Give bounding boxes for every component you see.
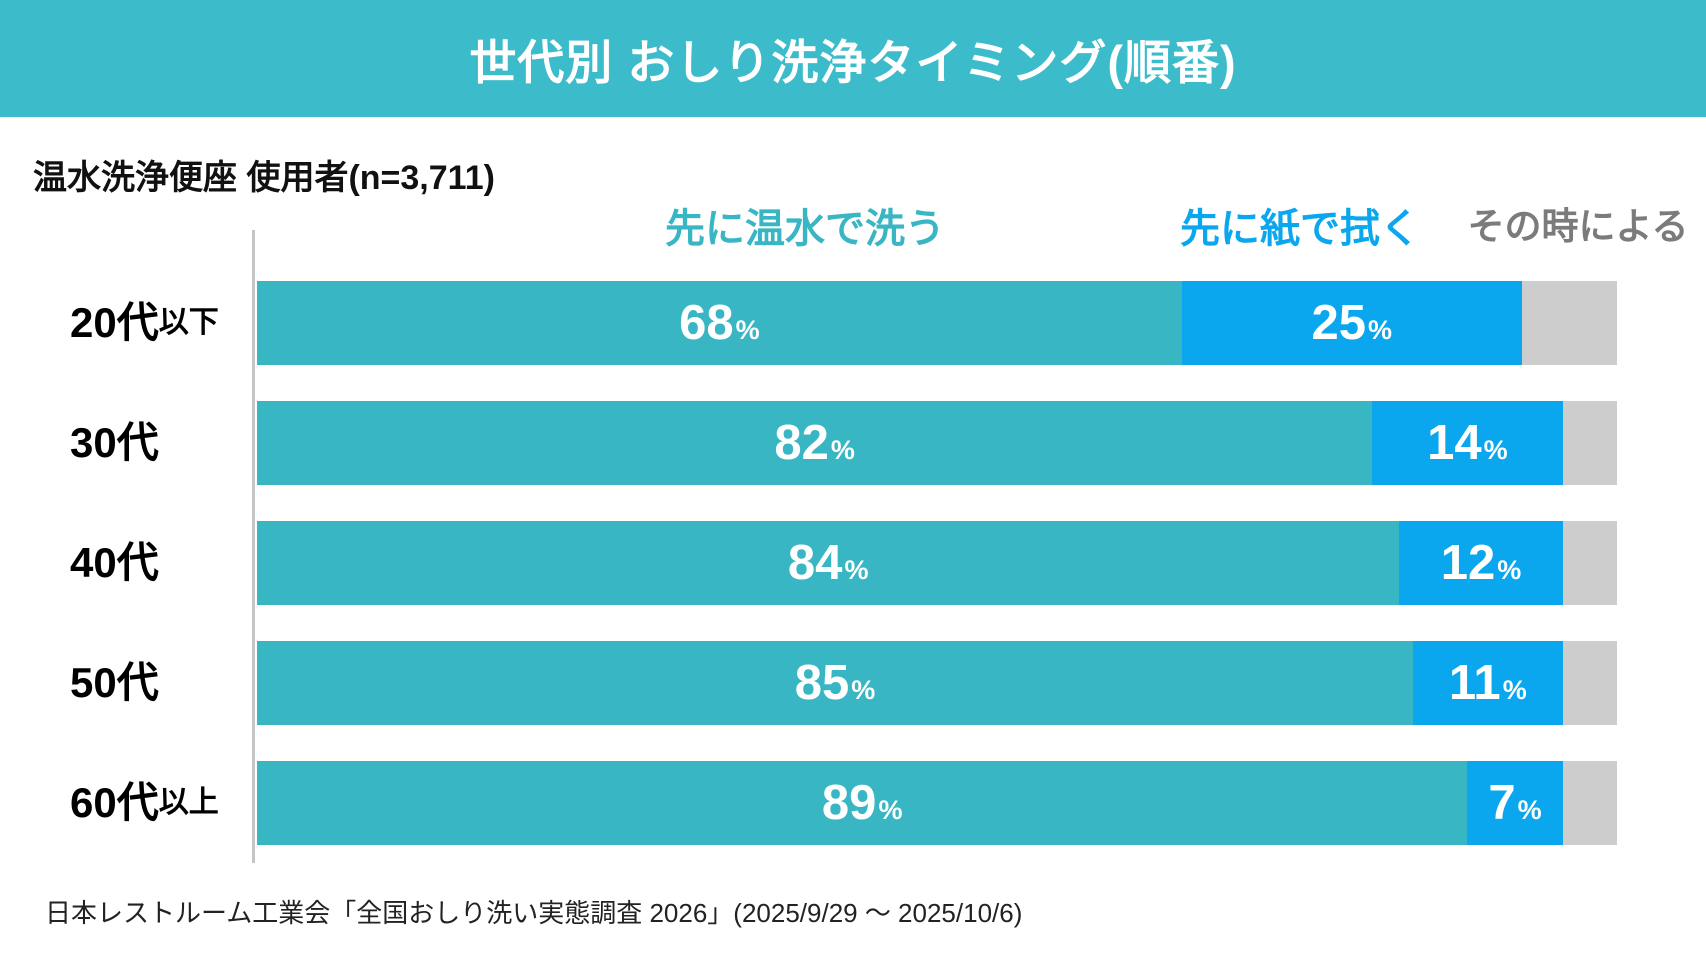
value-label: 25% <box>1311 295 1393 350</box>
category-label: 60代 以上 <box>0 761 257 845</box>
value-unit: % <box>851 674 876 705</box>
value-number: 11 <box>1448 655 1501 710</box>
segment-paper-first: 14% <box>1372 401 1563 485</box>
legend-paper-first: 先に紙で拭く <box>1180 207 1420 251</box>
bar-row-30s: 30代 82% 14% <box>0 401 1617 485</box>
segment-depends <box>1562 761 1617 845</box>
value-label: 12% <box>1440 535 1522 590</box>
value-number: 89 <box>821 775 877 830</box>
value-unit: % <box>735 314 760 345</box>
sample-size-note: 温水洗浄便座 使用者(n=3,711) <box>33 159 495 197</box>
segment-depends <box>1562 641 1617 725</box>
value-unit: % <box>1483 434 1508 465</box>
value-number: 68 <box>679 295 734 350</box>
value-label: 11% <box>1448 655 1527 710</box>
value-number: 7 <box>1488 775 1516 830</box>
category-main: 40代 <box>70 539 159 586</box>
value-unit: % <box>1497 554 1522 585</box>
value-unit: % <box>830 434 855 465</box>
stacked-bar: 84% 12% <box>257 521 1617 605</box>
segment-wash-first: 89% <box>257 761 1468 845</box>
value-unit: % <box>878 794 903 825</box>
value-label: 68% <box>679 295 760 350</box>
value-number: 12 <box>1440 535 1496 590</box>
title-band: 世代別 おしり洗浄タイミング(順番) <box>0 0 1706 117</box>
segment-paper-first: 12% <box>1399 521 1563 605</box>
category-main: 20代 <box>70 299 159 346</box>
legend-wash-first: 先に温水で洗う <box>665 207 945 251</box>
segment-wash-first: 84% <box>257 521 1400 605</box>
stacked-bar: 89% 7% <box>257 761 1617 845</box>
legend-depends: その時による <box>1467 206 1689 247</box>
segment-wash-first: 68% <box>257 281 1182 365</box>
value-number: 25 <box>1311 295 1367 350</box>
category-label: 50代 <box>0 641 257 725</box>
value-label: 89% <box>821 775 903 830</box>
category-main: 60代 <box>70 779 159 826</box>
bar-row-50s: 50代 85% 11% <box>0 641 1617 725</box>
category-main: 50代 <box>70 659 159 706</box>
bar-row-60s-over: 60代 以上 89% 7% <box>0 761 1617 845</box>
segment-depends <box>1562 401 1617 485</box>
value-number: 82 <box>774 415 829 470</box>
value-label: 14% <box>1427 415 1508 470</box>
value-label: 85% <box>794 655 876 710</box>
segment-depends <box>1562 521 1617 605</box>
segment-paper-first: 7% <box>1467 761 1563 845</box>
value-number: 14 <box>1427 415 1482 470</box>
category-label: 40代 <box>0 521 257 605</box>
value-number: 85 <box>794 655 850 710</box>
value-number: 84 <box>787 535 843 590</box>
value-label: 7% <box>1488 775 1542 830</box>
segment-wash-first: 85% <box>257 641 1413 725</box>
segment-paper-first: 25% <box>1181 281 1522 365</box>
segment-paper-first: 11% <box>1413 641 1563 725</box>
page-title: 世代別 おしり洗浄タイミング(順番) <box>469 36 1237 89</box>
value-label: 84% <box>787 535 869 590</box>
category-label: 20代 以下 <box>0 281 257 365</box>
value-unit: % <box>1502 674 1527 705</box>
segment-wash-first: 82% <box>257 401 1373 485</box>
bar-row-40s: 40代 84% 12% <box>0 521 1617 605</box>
y-axis-line <box>252 230 255 863</box>
segment-depends <box>1521 281 1617 365</box>
value-unit: % <box>844 554 869 585</box>
category-label: 30代 <box>0 401 257 485</box>
value-unit: % <box>1368 314 1393 345</box>
category-suffix: 以上 <box>158 786 219 819</box>
category-main: 30代 <box>70 419 159 466</box>
category-suffix: 以下 <box>158 306 219 339</box>
bar-rows: 20代 以下 68% 25% 30代 8 <box>0 281 1617 845</box>
stacked-bar: 82% 14% <box>257 401 1617 485</box>
value-unit: % <box>1517 794 1542 825</box>
stacked-bar: 68% 25% <box>257 281 1617 365</box>
source-note: 日本レストルーム工業会「全国おしり洗い実態調査 2026」(2025/9/29 … <box>45 898 1023 928</box>
bar-row-20s-under: 20代 以下 68% 25% <box>0 281 1617 365</box>
stacked-bar: 85% 11% <box>257 641 1617 725</box>
value-label: 82% <box>774 415 855 470</box>
